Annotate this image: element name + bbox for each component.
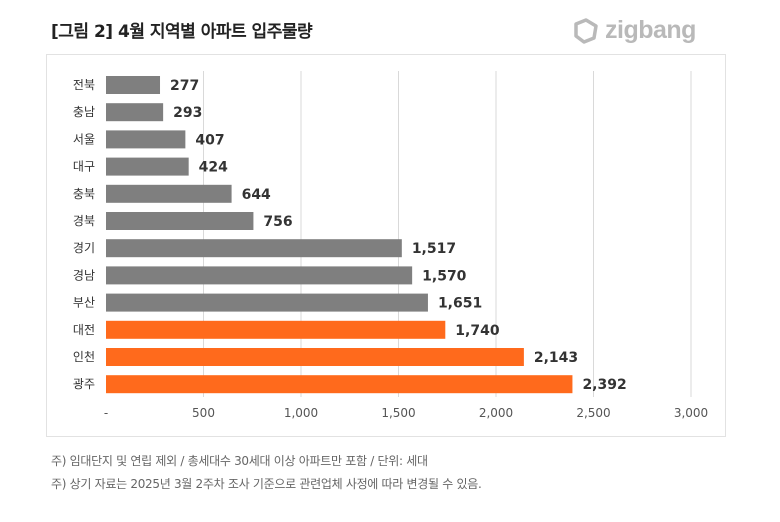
bar [106, 239, 402, 258]
y-category-label: 대구 [73, 160, 95, 174]
x-tick-label: - [104, 406, 108, 420]
x-tick-label: 1,000 [284, 406, 318, 420]
bar [106, 212, 254, 230]
bar [106, 320, 446, 339]
data-label: 277 [170, 78, 199, 94]
footnote-2: 주) 상기 자료는 2025년 3월 2주차 조사 기준으로 관련업체 사정에 … [51, 477, 482, 491]
bar [106, 375, 573, 394]
y-category-label: 부산 [73, 296, 95, 310]
bar [106, 184, 232, 203]
bar [106, 293, 428, 312]
bar-chart: - 500 1,000 1,500 2,000 2,500 3,000 전북 277 충남 293 서… [73, 71, 708, 420]
y-category-label: 인천 [73, 349, 95, 364]
y-category-label: 충남 [73, 105, 95, 119]
y-category-label: 서울 [73, 132, 95, 146]
data-label: 1,517 [412, 241, 456, 257]
data-label: 1,651 [438, 296, 482, 312]
y-category-label: 경북 [73, 214, 95, 228]
data-label: 1,570 [422, 268, 467, 284]
logo-text: zigbang [605, 16, 696, 44]
y-category-label: 전북 [73, 78, 95, 92]
y-category-label: 경기 [73, 241, 95, 255]
y-category-label: 광주 [73, 377, 95, 391]
bar [106, 157, 189, 176]
bar [106, 103, 164, 122]
data-label: 293 [173, 105, 202, 121]
data-label: 2,392 [582, 377, 626, 393]
data-label: 756 [263, 214, 292, 230]
bar [106, 76, 161, 94]
x-tick-label: 500 [192, 406, 215, 420]
data-label: 644 [242, 187, 271, 203]
zigbang-logo-icon [574, 17, 598, 44]
x-tick-label: 2,000 [479, 406, 513, 420]
bar [106, 130, 186, 149]
x-tick-label: 1,500 [381, 406, 415, 420]
y-category-label: 충북 [73, 187, 95, 201]
chart-area: - 500 1,000 1,500 2,000 2,500 3,000 전북 277 충남 293 서… [46, 54, 726, 437]
data-label: 2,143 [534, 350, 578, 366]
y-category-label: 경남 [73, 268, 95, 282]
zigbang-logo: zigbang [572, 16, 696, 45]
data-label: 407 [195, 132, 224, 148]
y-category-label: 대전 [73, 323, 95, 337]
footnote-1: 주) 임대단지 및 연립 제외 / 총세대수 30세대 이상 아파트만 포함 /… [51, 454, 428, 468]
bar [106, 266, 413, 285]
data-label: 424 [199, 160, 228, 176]
x-tick-label: 2,500 [576, 406, 610, 420]
bar [106, 348, 524, 366]
chart-title: [그림 2] 4월 지역별 아파트 입주물량 [51, 22, 313, 42]
data-label: 1,740 [455, 323, 500, 339]
x-tick-label: 3,000 [674, 406, 708, 420]
